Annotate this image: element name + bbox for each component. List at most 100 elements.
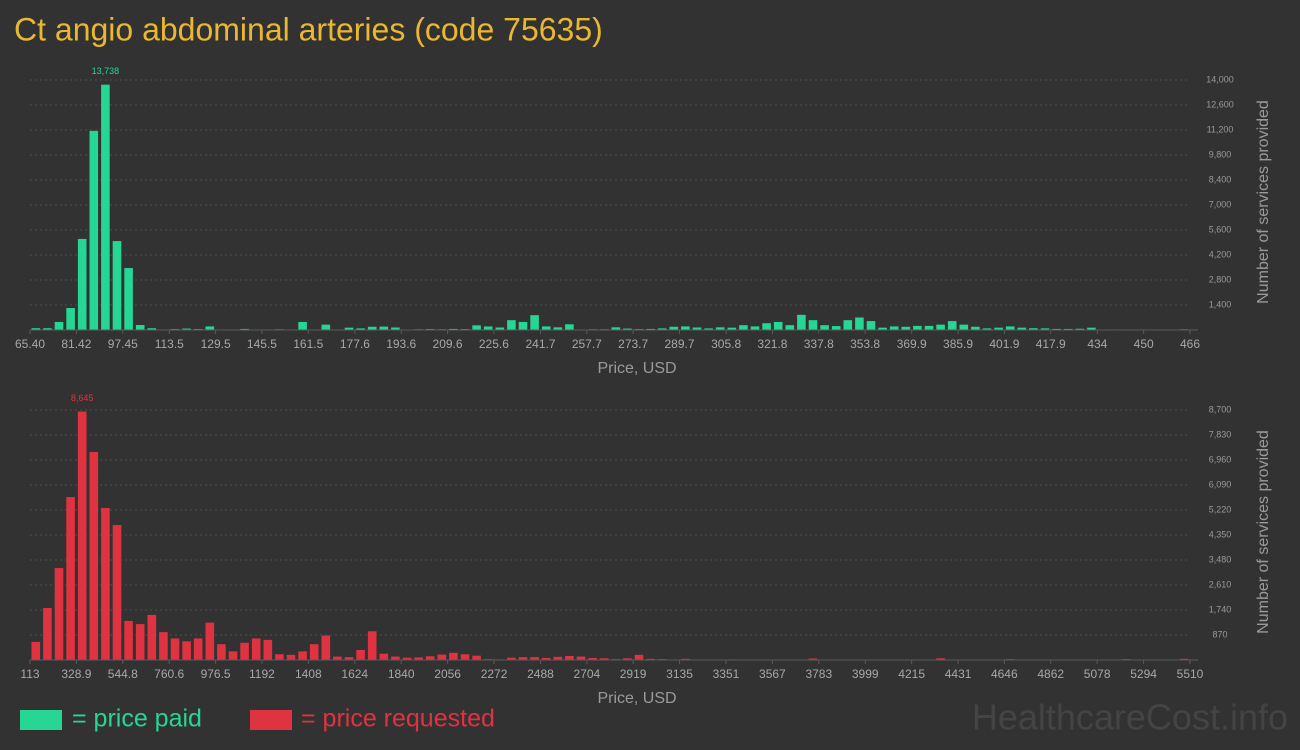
x-tick-label: 273.7 (618, 337, 648, 351)
bar (576, 656, 586, 660)
bar (669, 326, 679, 330)
bar (66, 497, 75, 660)
bar (147, 614, 157, 660)
bar (947, 321, 957, 330)
x-tick-label: 1192 (249, 667, 275, 681)
bar (66, 308, 75, 330)
bar (565, 655, 574, 660)
x-tick-label: 4431 (945, 667, 972, 681)
bar (356, 649, 365, 660)
legend-swatch (20, 710, 62, 730)
bar (588, 657, 597, 660)
bar (135, 325, 145, 330)
bar (1052, 328, 1061, 330)
bar (344, 657, 354, 660)
bar (1029, 328, 1038, 330)
x-tick-label: 225.6 (479, 337, 509, 351)
y-tick-label: 2,610 (1209, 579, 1232, 589)
bar (681, 658, 690, 660)
legend-swatch (250, 710, 292, 730)
x-tick-label: 2056 (434, 667, 461, 681)
y-tick-label: 1,400 (1209, 299, 1232, 309)
x-tick-label: 385.9 (943, 337, 973, 351)
bar (855, 317, 864, 330)
x-tick-label: 5078 (1084, 667, 1111, 681)
x-tick-label: 2919 (620, 667, 647, 681)
bar (449, 328, 458, 330)
bar (611, 327, 621, 330)
bar (170, 638, 180, 660)
bar (402, 657, 412, 660)
bar (205, 326, 215, 330)
x-tick-label: 417.9 (1036, 337, 1066, 351)
bar (831, 326, 841, 330)
x-tick-label: 177.6 (340, 337, 370, 351)
x-tick-label: 1840 (388, 667, 415, 681)
bar (1040, 328, 1050, 330)
bar (727, 327, 737, 330)
bar (251, 638, 261, 660)
bar (866, 321, 876, 330)
bar (518, 657, 528, 660)
bar (1063, 328, 1073, 330)
x-tick-label: 2272 (481, 667, 508, 681)
x-tick-label: 113 (20, 667, 39, 681)
bar (692, 327, 702, 330)
x-tick-label: 3567 (759, 667, 786, 681)
bar (379, 653, 389, 660)
bar (623, 328, 632, 330)
y-tick-label: 9,800 (1209, 149, 1232, 159)
y-tick-label: 8,400 (1209, 174, 1232, 184)
page-title: Ct angio abdominal arteries (code 75635) (14, 11, 603, 47)
bar (994, 327, 1003, 330)
x-tick-label: 353.8 (850, 337, 880, 351)
bar (298, 321, 307, 330)
bar (1017, 327, 1027, 330)
x-tick-label: 129.5 (201, 337, 231, 351)
y-tick-label: 2,800 (1209, 274, 1232, 284)
y-tick-label: 6,960 (1209, 454, 1232, 464)
y-tick-label: 870 (1212, 629, 1227, 639)
bar (553, 656, 563, 660)
bar (715, 327, 725, 330)
bar (750, 326, 760, 330)
bar (379, 326, 389, 330)
x-tick-label: 5510 (1177, 667, 1204, 681)
y-tick-label: 4,350 (1209, 529, 1232, 539)
bar (437, 654, 447, 660)
bar (263, 639, 273, 660)
bar (356, 328, 365, 330)
bar (878, 327, 887, 330)
x-tick-label: 328.9 (61, 667, 91, 681)
bar (425, 656, 435, 660)
x-tick-label: 4215 (898, 667, 925, 681)
bar (124, 620, 133, 660)
bar (599, 658, 609, 660)
bar (565, 324, 574, 330)
bar (623, 658, 632, 660)
x-tick-label: 3135 (666, 667, 693, 681)
y-axis-title: Number of services provided (1255, 430, 1272, 634)
y-tick-label: 12,600 (1206, 99, 1234, 109)
bar (286, 654, 296, 660)
value-label: 8,645 (71, 393, 94, 403)
bar (135, 624, 145, 660)
bar (924, 325, 934, 330)
bar (483, 326, 493, 330)
x-tick-label: 1624 (341, 667, 368, 681)
bar (391, 327, 400, 330)
bar (217, 644, 226, 660)
bar (773, 321, 783, 330)
x-tick-label: 544.8 (108, 667, 138, 681)
bar (1087, 327, 1096, 330)
x-tick-label: 2488 (527, 667, 554, 681)
bar (367, 631, 377, 660)
legend-label: = price requested (301, 705, 495, 733)
bar (54, 568, 64, 660)
bar (901, 326, 911, 330)
y-tick-label: 7,830 (1209, 429, 1232, 439)
bar (507, 657, 516, 660)
x-tick-label: 5294 (1130, 667, 1157, 681)
